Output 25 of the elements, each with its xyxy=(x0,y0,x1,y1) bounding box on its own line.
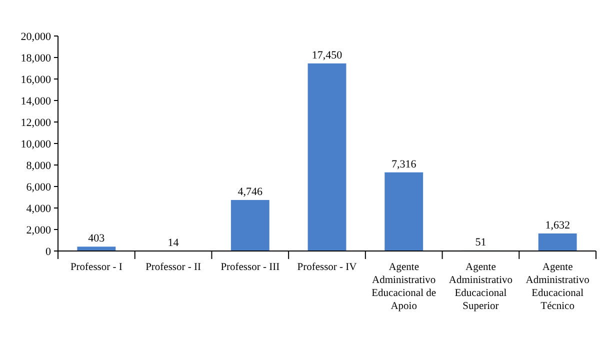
x-tick-label: Professor - IV xyxy=(297,262,358,273)
data-label: 4,746 xyxy=(238,186,264,198)
x-tick-label: Agente Administrativo Educacional Superior xyxy=(448,262,513,312)
data-label: 51 xyxy=(475,236,486,248)
y-tick-label: 16,000 xyxy=(20,74,52,86)
y-tick-label: 20,000 xyxy=(20,30,52,43)
x-tick-label: Professor - I xyxy=(70,262,123,273)
y-tick-label: 2,000 xyxy=(26,224,52,236)
x-tick-label: Agente Administrativo Educacional de Apoio xyxy=(372,262,436,312)
y-tick-label: 10,000 xyxy=(20,138,52,150)
y-tick-label: 18,000 xyxy=(20,52,52,64)
data-label: 17,450 xyxy=(312,49,343,62)
y-tick-label: 0 xyxy=(46,246,52,258)
y-tick-label: 14,000 xyxy=(20,95,52,108)
y-tick-label: 4,000 xyxy=(26,202,52,215)
y-tick-label: 8,000 xyxy=(26,160,52,172)
data-label: 7,316 xyxy=(391,158,417,170)
x-tick-label: Professor - III xyxy=(220,262,280,273)
x-tick-label: Professor - II xyxy=(146,262,202,273)
data-label: 14 xyxy=(168,236,180,249)
data-label: 403 xyxy=(88,232,106,245)
y-tick-label: 6,000 xyxy=(26,181,52,194)
x-tick-label: Agente Administrativo Educacional Técnico xyxy=(526,262,590,312)
y-tick-label: 12,000 xyxy=(20,116,52,129)
data-label: 1,632 xyxy=(545,219,570,232)
